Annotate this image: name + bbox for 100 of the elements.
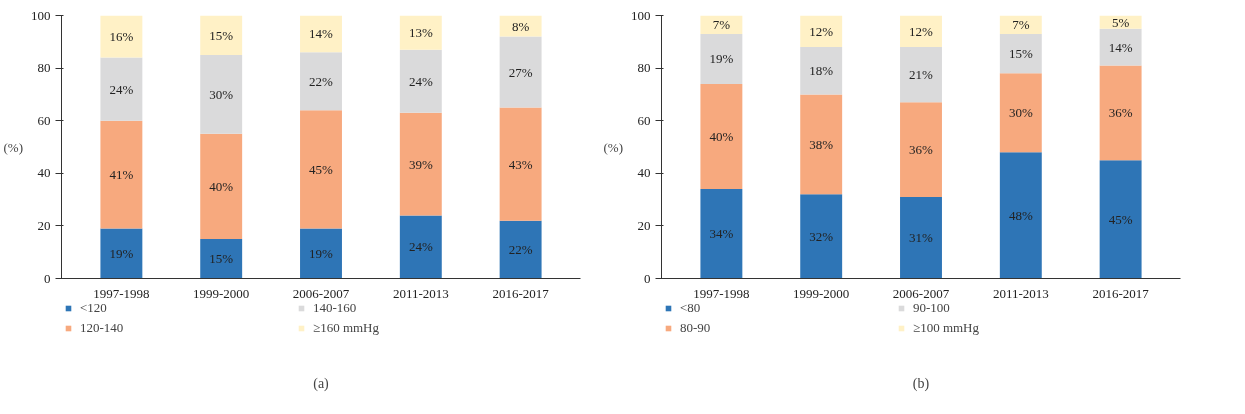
data-label: 12% [809,23,834,39]
bar [900,196,942,279]
bar [1099,160,1142,279]
data-label: 22% [309,73,334,89]
y-tick-label: 80 [37,60,51,76]
data-label: 45% [1108,211,1133,227]
legend-label: <120 [80,300,108,316]
data-label: 45% [309,161,334,177]
y-tick-label: 80 [637,60,651,76]
data-label: 30% [209,86,234,102]
data-label: 7% [712,17,731,33]
data-label: 24% [408,73,433,89]
bar [800,194,843,279]
bar [999,73,1042,153]
data-label: 16% [109,29,134,45]
text: (b) [912,375,930,392]
data-label: 36% [1108,105,1133,121]
x-tick-label: 2006-2007 [292,285,350,301]
data-label: 48% [1008,207,1033,223]
bar [300,228,342,279]
data-label: 39% [408,156,433,172]
bar [100,228,143,279]
bar [900,15,942,48]
bar [399,215,442,279]
data-label: 7% [1012,17,1030,33]
x-tick-label: 1999-2000 [193,285,250,301]
bar [999,33,1042,74]
x-tick-label: 1997-1998 [693,285,750,301]
bar [200,54,243,134]
bar [1099,65,1142,161]
x-tick-label: 1997-1998 [93,285,150,301]
data-label: 24% [109,81,134,97]
data-label: 19% [709,51,734,67]
data-label: 31% [909,230,934,246]
data-label: 15% [209,27,234,43]
y-tick-label: 20 [637,217,651,233]
data-label: 14% [309,26,334,42]
x-tick-label: 2016-2017 [492,285,550,301]
data-label: 19% [109,246,134,262]
bar [800,47,843,95]
y-axis-title: (%) [603,139,624,155]
legend-label: 140-160 [313,300,358,316]
bar [300,15,342,53]
y-tick-label: 0 [644,270,651,286]
data-label: 27% [508,64,533,80]
bar [499,36,542,108]
bar [100,120,143,229]
y-tick-label: 40 [37,165,51,181]
data-label: 12% [909,23,934,39]
legend-label: 120-140 [80,320,125,336]
x-tick-label: 2011-2013 [992,285,1049,301]
y-tick-label: 60 [37,112,51,128]
data-label: 8% [511,18,530,34]
legend-label: ≥160 mmHg [313,320,380,336]
bar [200,15,243,55]
x-tick-label: 1999-2000 [793,285,850,301]
data-label: 43% [508,156,533,172]
data-label: 15% [1008,46,1033,62]
data-label: 36% [909,142,934,158]
bar [100,15,143,58]
bar [200,133,243,240]
y-tick-label: 60 [637,112,651,128]
bar [700,189,743,279]
x-tick-label: 2016-2017 [1092,285,1150,301]
data-label: 5% [1111,14,1130,30]
bar [800,94,843,195]
data-label: 40% [709,128,734,144]
data-label: 19% [309,246,334,262]
y-tick-label: 100 [631,7,651,23]
data-label: 41% [109,167,134,183]
data-label: 40% [209,178,234,194]
legend-label: 90-100 [913,300,951,316]
data-label: 24% [408,239,433,255]
bar [300,110,342,229]
legend-label: 80-90 [680,320,712,336]
data-label: 18% [809,63,834,79]
x-tick-label: 2011-2013 [392,285,449,301]
data-label: 22% [508,242,533,258]
data-label: 32% [809,228,834,244]
bar [700,33,743,84]
bar [800,15,843,48]
data-label: 38% [809,136,834,152]
y-tick-label: 40 [637,165,651,181]
legend-label: <80 [680,300,702,316]
bar [399,112,442,216]
text: (a) [313,375,330,392]
bar [999,152,1042,279]
bar [300,52,342,111]
bar [700,83,743,190]
data-label: 15% [209,251,234,267]
bar [900,102,942,197]
y-tick-label: 20 [37,217,51,233]
bar [499,220,542,279]
y-tick-label: 100 [31,7,51,23]
y-axis-title: (%) [3,139,24,155]
data-label: 13% [408,25,433,41]
bar [200,239,243,279]
legend-label: ≥100 mmHg [913,320,980,336]
bar [399,15,442,50]
bar [900,47,942,103]
